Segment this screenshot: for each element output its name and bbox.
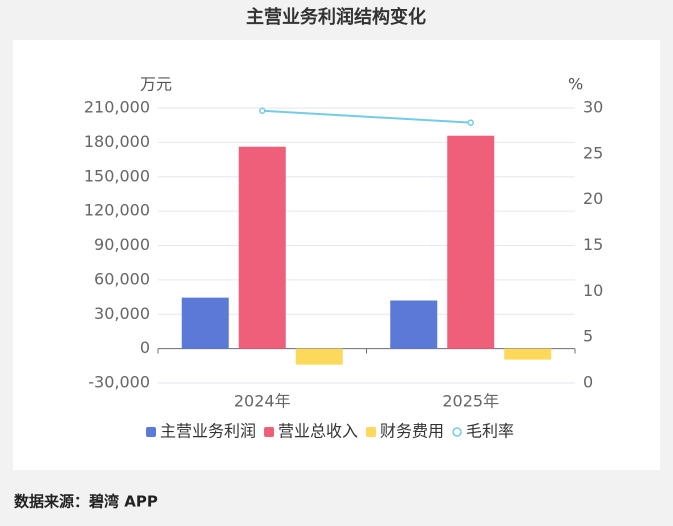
- y2-tick-label: 30: [583, 98, 603, 117]
- source-note: 数据来源：碧湾 APP: [14, 493, 158, 511]
- y-tick-label: 30,000: [94, 304, 150, 323]
- y2-tick-label: 20: [583, 189, 603, 208]
- legend-icon: [366, 427, 377, 437]
- bar: [238, 146, 286, 349]
- bar: [390, 300, 438, 349]
- x-tick-label: 2025年: [442, 392, 499, 411]
- legend-icon: [452, 427, 462, 437]
- legend-icon: [146, 427, 156, 437]
- y2-tick-label: 0: [583, 373, 593, 392]
- x-tick-label: 2024年: [234, 392, 291, 411]
- y-tick-label: 60,000: [94, 269, 150, 288]
- line-point: [467, 119, 474, 126]
- y-tick-label: 90,000: [94, 235, 150, 254]
- y-tick-label: 0: [140, 338, 150, 357]
- legend-icon: [264, 427, 275, 437]
- legend-label: 财务费用: [380, 422, 444, 441]
- y-tick-label: 210,000: [84, 98, 150, 117]
- y-axis-label: 万元: [140, 75, 172, 94]
- y2-tick-label: 10: [583, 281, 603, 300]
- y-tick-label: 150,000: [84, 166, 150, 185]
- line-point: [259, 107, 266, 114]
- legend-label: 主营业务利润: [160, 422, 256, 441]
- y-tick-label: 120,000: [84, 201, 150, 220]
- bar: [504, 348, 552, 360]
- legend-label: 营业总收入: [278, 422, 358, 441]
- chart-title: 主营业务利润结构变化: [246, 6, 426, 28]
- y2-tick-label: 5: [583, 327, 593, 346]
- y2-tick-label: 25: [583, 143, 603, 162]
- y2-tick-label: 15: [583, 235, 603, 254]
- panel: [13, 40, 660, 470]
- y-tick-label: 180,000: [84, 132, 150, 151]
- line: [262, 109, 471, 124]
- legend-label: 毛利率: [466, 422, 514, 441]
- bar: [295, 348, 343, 365]
- bar: [181, 297, 229, 349]
- y2-axis-label: %: [568, 75, 583, 94]
- y-tick-label: -30,000: [88, 373, 150, 392]
- bar: [447, 135, 495, 349]
